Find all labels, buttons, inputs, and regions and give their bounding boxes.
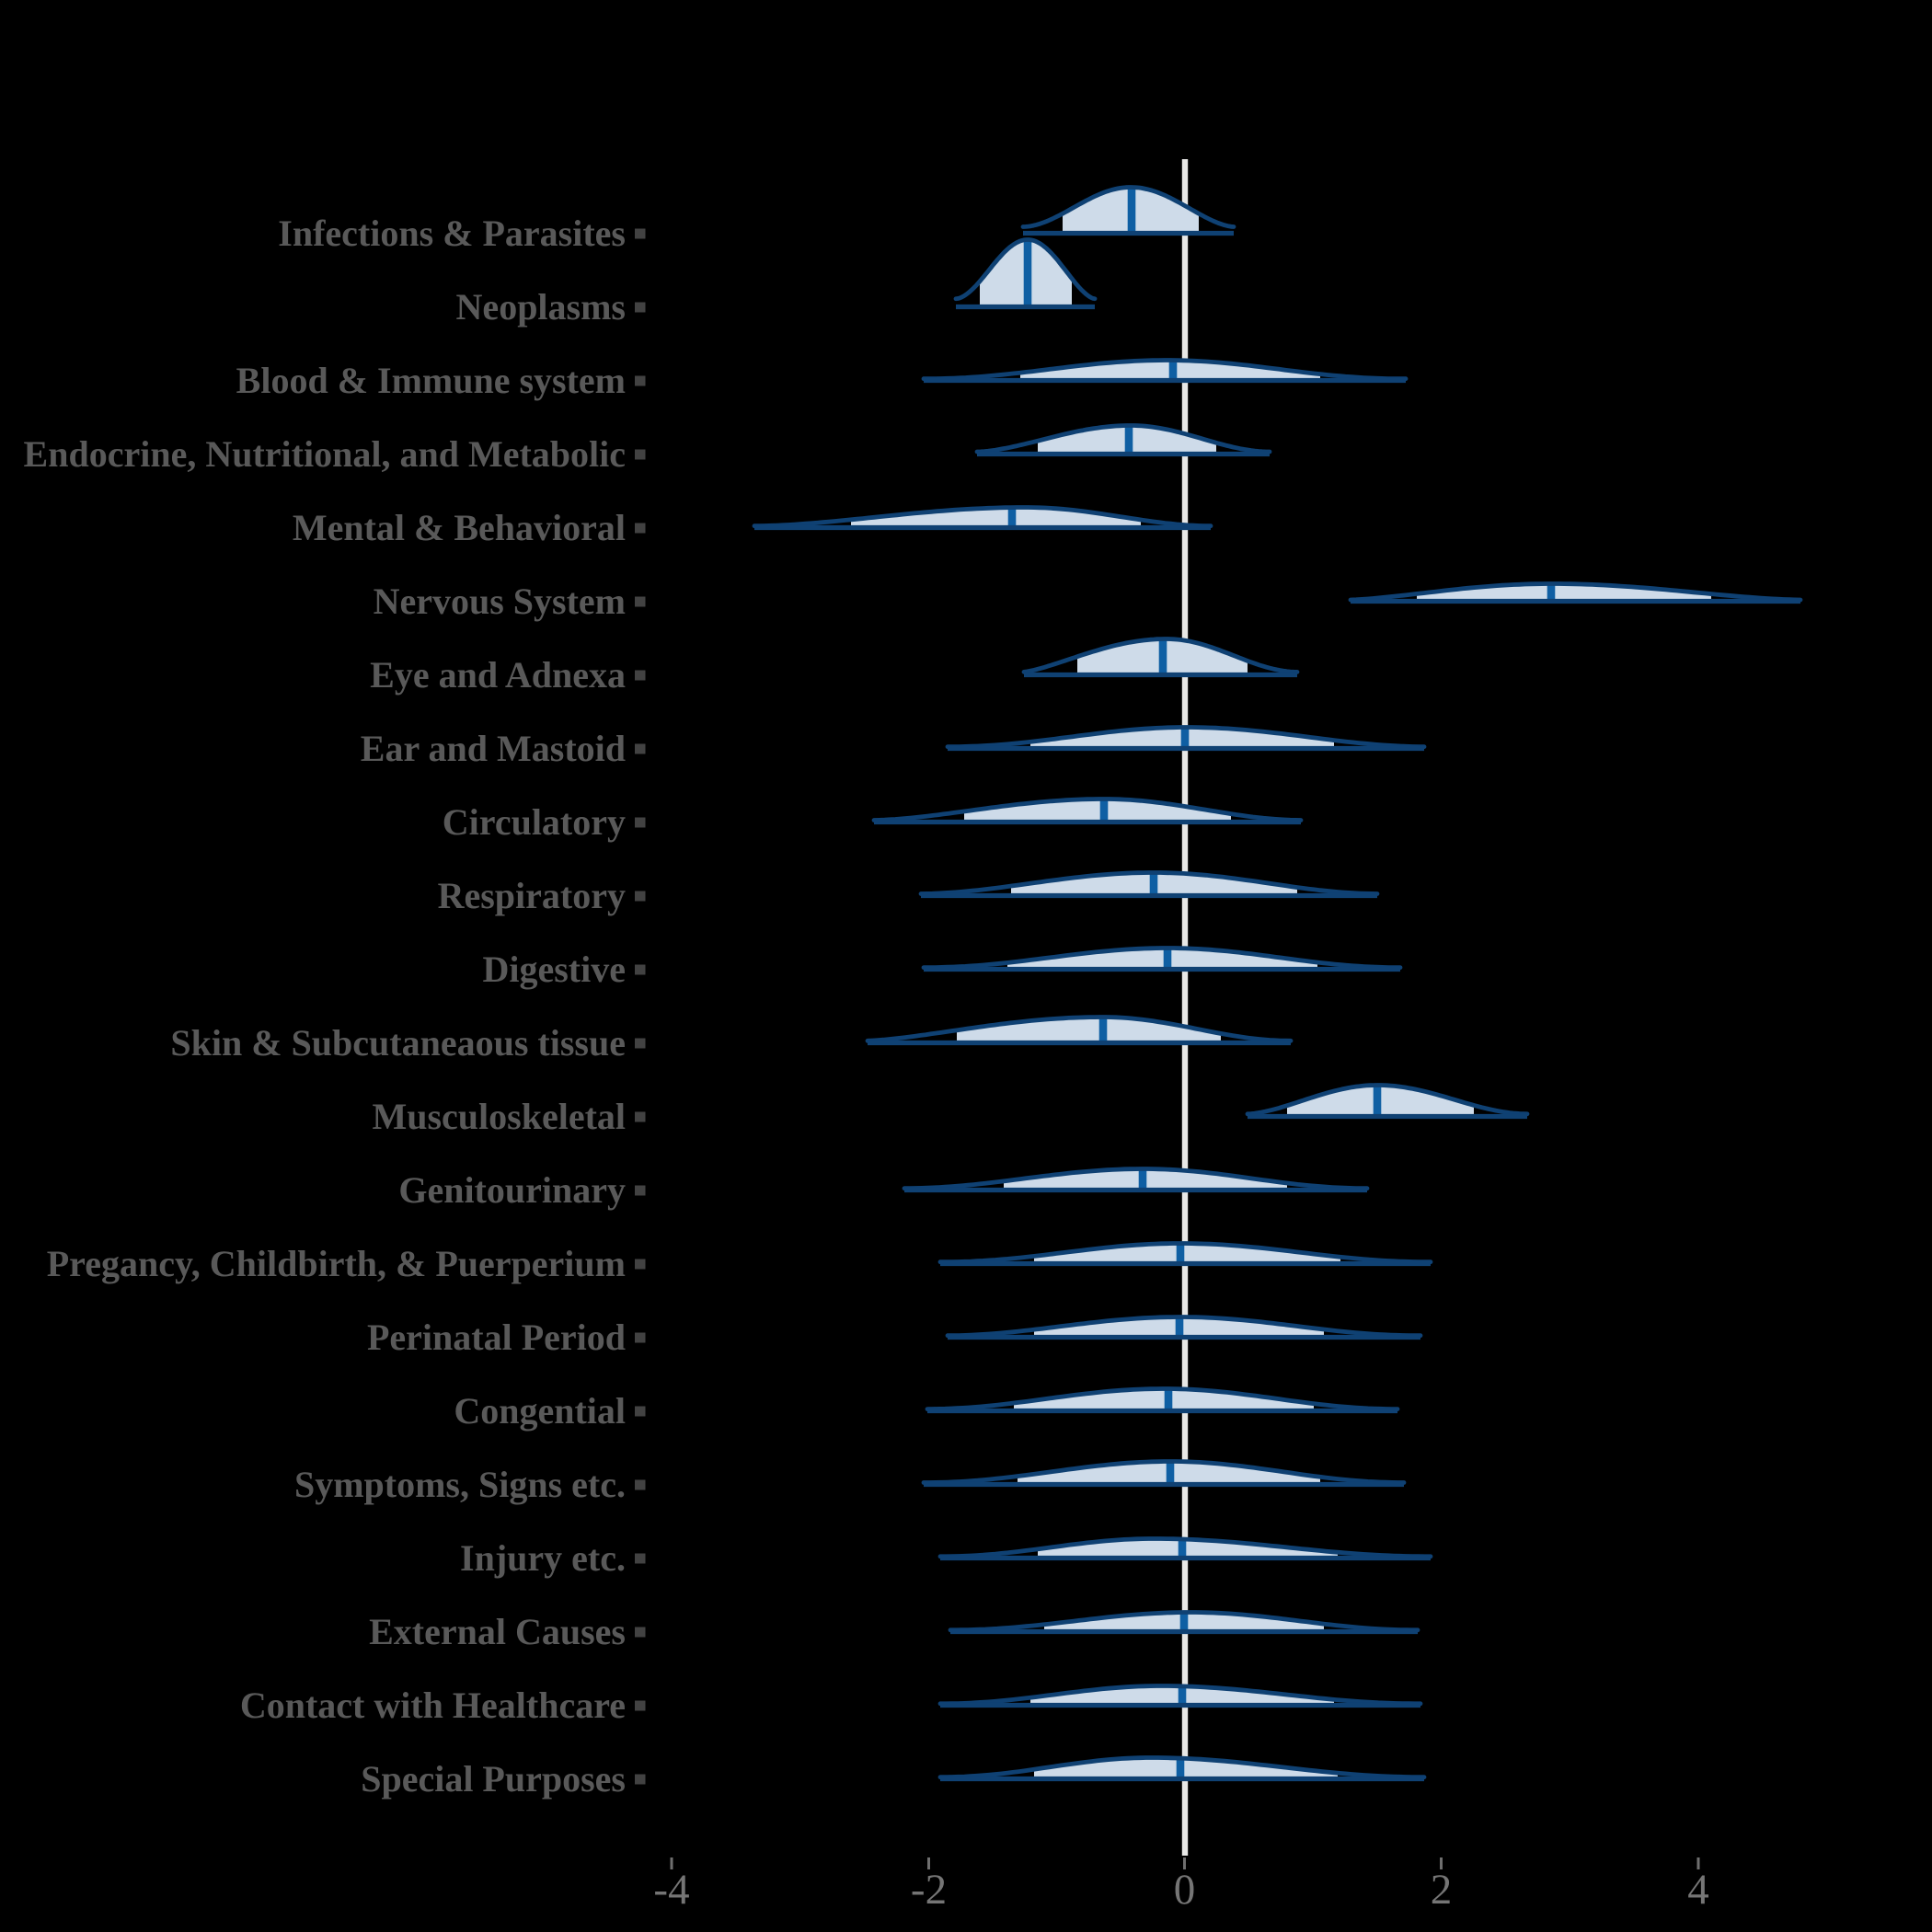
- svg-text:Special Purposes: Special Purposes: [361, 1758, 626, 1800]
- svg-text:Ear and Mastoid: Ear and Mastoid: [361, 728, 626, 769]
- svg-text:Neoplasms: Neoplasms: [456, 286, 626, 328]
- svg-text:Symptoms, Signs etc.: Symptoms, Signs etc.: [294, 1464, 626, 1505]
- svg-text:Mental & Behavioral: Mental & Behavioral: [293, 507, 626, 548]
- svg-text:Pregancy, Childbirth, & Puerpe: Pregancy, Childbirth, & Puerperium: [47, 1243, 626, 1284]
- svg-text:-2: -2: [911, 1866, 947, 1914]
- svg-text:Contact with Healthcare: Contact with Healthcare: [240, 1685, 626, 1726]
- svg-text:Respiratory: Respiratory: [438, 875, 626, 916]
- svg-text:Endocrine, Nutritional, and Me: Endocrine, Nutritional, and Metabolic: [24, 433, 626, 475]
- svg-text:Perinatal Period: Perinatal Period: [367, 1317, 626, 1358]
- svg-text:Musculoskeletal: Musculoskeletal: [372, 1096, 626, 1137]
- svg-text:4: 4: [1687, 1866, 1709, 1914]
- svg-text:Digestive: Digestive: [482, 949, 626, 990]
- svg-text:External Causes: External Causes: [369, 1611, 626, 1652]
- svg-text:0: 0: [1174, 1866, 1196, 1914]
- svg-text:Genitourinary: Genitourinary: [398, 1169, 626, 1211]
- svg-text:Blood & Immune system: Blood & Immune system: [236, 360, 626, 401]
- svg-text:Infections & Parasites: Infections & Parasites: [278, 213, 626, 254]
- svg-text:Skin & Subcutaneaous tissue: Skin & Subcutaneaous tissue: [170, 1022, 626, 1064]
- svg-text:-4: -4: [653, 1866, 689, 1914]
- svg-text:Congential: Congential: [454, 1390, 626, 1432]
- svg-text:Injury etc.: Injury etc.: [460, 1537, 626, 1579]
- svg-text:Circulatory: Circulatory: [443, 801, 626, 843]
- svg-text:2: 2: [1431, 1866, 1453, 1914]
- svg-text:Eye and Adnexa: Eye and Adnexa: [370, 654, 626, 696]
- svg-text:Nervous System: Nervous System: [374, 581, 626, 622]
